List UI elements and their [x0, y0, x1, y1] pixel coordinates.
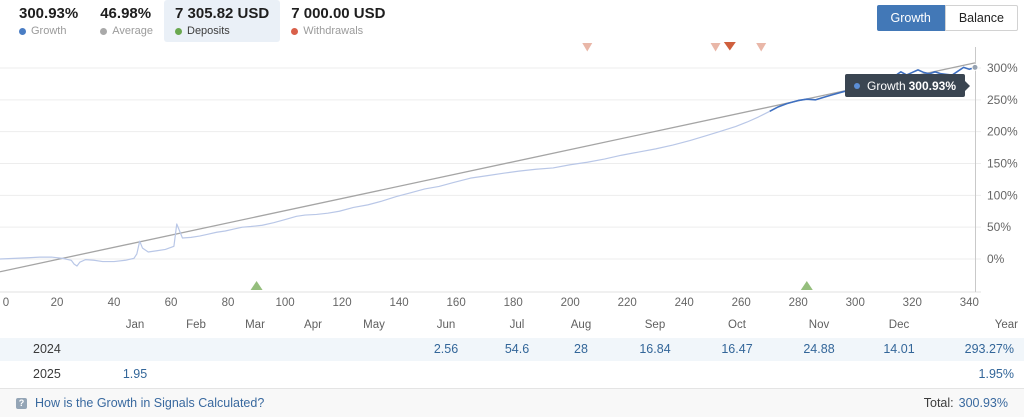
x-axis-tick-label: 240 — [675, 297, 694, 309]
x-axis-tick-label: 280 — [789, 297, 808, 309]
table-cell: 1.95 — [122, 367, 148, 381]
footer-bar: ? How is the Growth in Signals Calculate… — [0, 389, 1024, 417]
y-axis-label: 300% — [987, 61, 1018, 75]
year-axis-label: Year — [995, 319, 1018, 331]
table-row: 2025 1.95 1.95% — [0, 361, 1024, 389]
withdrawal-marker-icon[interactable] — [756, 43, 767, 52]
growth-value: 300.93% — [19, 5, 79, 22]
withdrawals-value: 7 000.00 USD — [291, 5, 386, 22]
average-dot-icon — [100, 27, 108, 35]
month-label: May — [363, 319, 385, 331]
row-year-label: 2024 — [33, 342, 61, 356]
withdrawal-marker-icon[interactable] — [710, 43, 721, 52]
withdrawal-marker-icon[interactable] — [723, 42, 736, 51]
x-axis-tick-label: 0 — [3, 297, 9, 309]
month-label: Apr — [304, 319, 322, 331]
legend-stats: 300.93% Growth 46.98% Average 7 305.82 U… — [8, 0, 396, 42]
x-axis-tick-label: 140 — [390, 297, 409, 309]
month-label: Jun — [437, 319, 456, 331]
growth-tab-button[interactable]: Growth — [876, 5, 945, 31]
stat-deposits[interactable]: 7 305.82 USD Deposits — [164, 0, 281, 42]
month-label: Nov — [809, 319, 830, 331]
y-axis-label: 200% — [987, 125, 1018, 139]
table-cell: 16.47 — [721, 342, 753, 356]
y-axis-label: 100% — [987, 188, 1018, 202]
x-axis-tick-label: 260 — [732, 297, 751, 309]
table-cell: 1.95% — [978, 367, 1014, 381]
chart-header: 300.93% Growth 46.98% Average 7 305.82 U… — [0, 0, 1024, 42]
month-label: Dec — [889, 319, 910, 331]
view-toggle: Growth Balance — [876, 5, 1018, 31]
growth-dot-icon — [19, 27, 26, 35]
deposits-value: 7 305.82 USD — [175, 5, 270, 22]
deposit-marker-icon[interactable] — [800, 281, 813, 290]
trend-line — [0, 62, 976, 273]
table-cell: 28 — [574, 342, 588, 356]
stat-average[interactable]: 46.98% Average — [89, 0, 164, 42]
table-cell: 14.01 — [883, 342, 915, 356]
y-axis-label: 150% — [987, 157, 1018, 171]
growth-help-link[interactable]: How is the Growth in Signals Calculated? — [35, 396, 265, 410]
month-label: Jul — [510, 319, 525, 331]
total-label: Total: — [923, 396, 954, 410]
y-axis-label: 250% — [987, 93, 1018, 107]
tooltip-series-label: Growth — [867, 78, 906, 93]
growth-chart[interactable]: 300% 250% 200% 150% 100% 50% 0% 0 20 40 60 80 100 120… — [0, 40, 1024, 336]
x-axis-tick-label: 220 — [618, 297, 637, 309]
tooltip-value: 300.93% — [908, 78, 956, 93]
month-label: Aug — [571, 319, 591, 331]
question-icon: ? — [16, 397, 27, 409]
month-label: Jan — [126, 319, 145, 331]
table-cell: 16.84 — [639, 342, 671, 356]
withdrawals-dot-icon — [291, 27, 299, 35]
tooltip-series-dot-icon — [854, 82, 860, 89]
end-point-dot — [971, 63, 979, 71]
table-cell: 2.56 — [433, 342, 459, 356]
month-label: Mar — [245, 319, 265, 331]
y-axis-label: 50% — [987, 220, 1011, 234]
stat-withdrawals[interactable]: 7 000.00 USD Withdrawals — [280, 0, 396, 42]
x-axis-tick-label: 20 — [51, 297, 64, 309]
average-label: Average — [112, 25, 153, 37]
stat-growth[interactable]: 300.93% Growth — [8, 0, 89, 42]
month-label: Feb — [186, 319, 206, 331]
x-axis-tick-label: 180 — [504, 297, 523, 309]
withdrawal-marker-icon[interactable] — [582, 43, 593, 52]
x-axis-tick-label: 120 — [333, 297, 352, 309]
chart-tooltip: Growth 300.93% — [845, 74, 970, 97]
growth-line[interactable] — [0, 110, 771, 267]
x-axis-tick-label: 300 — [846, 297, 865, 309]
month-label: Oct — [728, 319, 747, 331]
growth-label: Growth — [31, 25, 67, 37]
x-axis-tick-label: 100 — [275, 297, 294, 309]
x-axis-tick-label: 160 — [447, 297, 466, 309]
x-axis-tick-label: 60 — [165, 297, 178, 309]
table-cell: 293.27% — [964, 342, 1014, 356]
withdrawals-label: Withdrawals — [303, 25, 364, 37]
average-value: 46.98% — [100, 5, 152, 22]
total-value: 300.93% — [958, 396, 1008, 410]
deposit-marker-icon[interactable] — [250, 281, 263, 290]
row-year-label: 2025 — [33, 367, 61, 381]
deposits-label: Deposits — [187, 25, 230, 37]
x-axis-tick-label: 200 — [561, 297, 580, 309]
deposits-dot-icon — [175, 27, 182, 35]
x-axis-tick-label: 320 — [903, 297, 922, 309]
table-row: 2024 2.56 54.6 28 16.84 16.47 24.88 14.01 293.27… — [0, 338, 1024, 361]
x-axis-tick-label: 40 — [108, 297, 121, 309]
balance-tab-button[interactable]: Balance — [944, 5, 1018, 31]
table-cell: 54.6 — [504, 342, 530, 356]
y-axis-label: 0% — [987, 252, 1005, 266]
x-axis-tick-label: 80 — [222, 297, 235, 309]
month-label: Sep — [645, 319, 665, 331]
table-cell: 24.88 — [803, 342, 835, 356]
x-axis-tick-label: 340 — [960, 297, 979, 309]
yearly-table: 2024 2.56 54.6 28 16.84 16.47 24.88 14.01 293.27… — [0, 338, 1024, 389]
